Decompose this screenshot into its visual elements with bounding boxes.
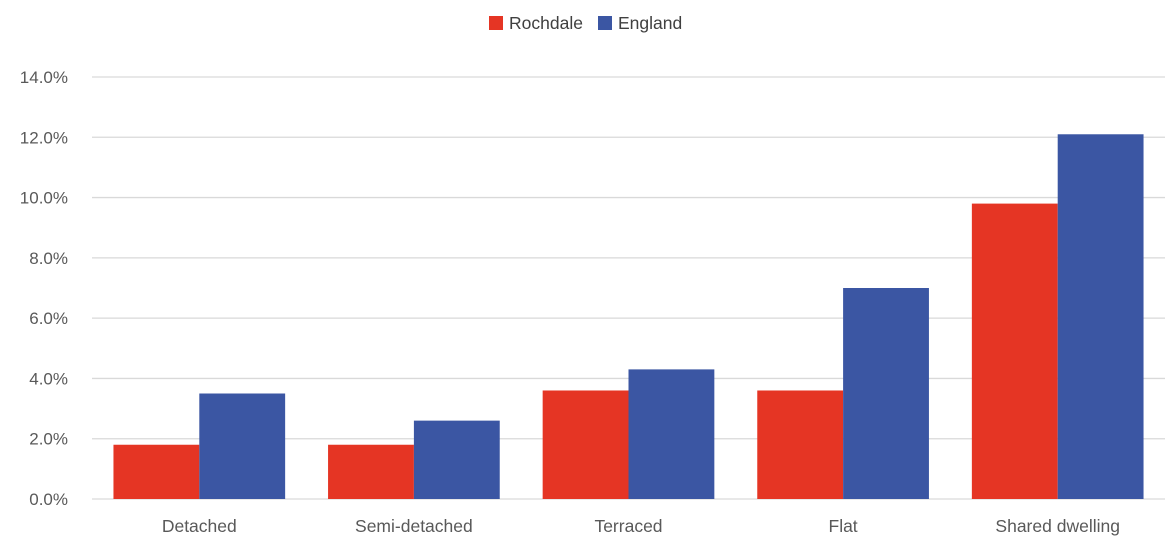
bar-england-1 — [199, 393, 286, 499]
y-tick-label: 10.0% — [20, 189, 68, 208]
bar-england-5 — [1057, 134, 1144, 499]
legend-swatch-rochdale — [489, 16, 503, 30]
bar-rochdale-4 — [757, 390, 844, 499]
legend-label-rochdale: Rochdale — [509, 13, 583, 33]
y-tick-label: 2.0% — [29, 430, 68, 449]
y-tick-label: 14.0% — [20, 68, 68, 87]
y-tick-label: 0.0% — [29, 490, 68, 509]
x-tick-label: Semi-detached — [355, 516, 473, 536]
bars — [113, 134, 1144, 499]
y-tick-label: 8.0% — [29, 249, 68, 268]
y-tick-label: 4.0% — [29, 369, 68, 388]
bar-rochdale-2 — [328, 444, 414, 499]
bar-rochdale-1 — [113, 444, 200, 499]
x-tick-label: Shared dwelling — [995, 516, 1120, 536]
x-tick-label: Detached — [162, 516, 237, 536]
bar-england-3 — [628, 369, 715, 499]
x-tick-label: Terraced — [594, 516, 662, 536]
bar-england-4 — [843, 288, 929, 499]
x-axis-tick-labels: Detached Semi-detached Terraced Flat Shared … — [162, 516, 1120, 536]
legend: Rochdale England — [489, 13, 682, 33]
x-tick-label: Flat — [829, 516, 858, 536]
y-tick-label: 6.0% — [29, 309, 68, 328]
bar-rochdale-5 — [971, 203, 1058, 499]
bar-england-2 — [413, 420, 500, 499]
y-tick-label: 12.0% — [20, 128, 68, 147]
y-axis-tick-labels: 0.0% 2.0% 4.0% 6.0% 8.0% 10.0% 12.0% 14.0% — [20, 68, 68, 509]
legend-label-england: England — [618, 13, 682, 33]
legend-swatch-england — [598, 16, 612, 30]
bar-rochdale-3 — [542, 390, 629, 499]
